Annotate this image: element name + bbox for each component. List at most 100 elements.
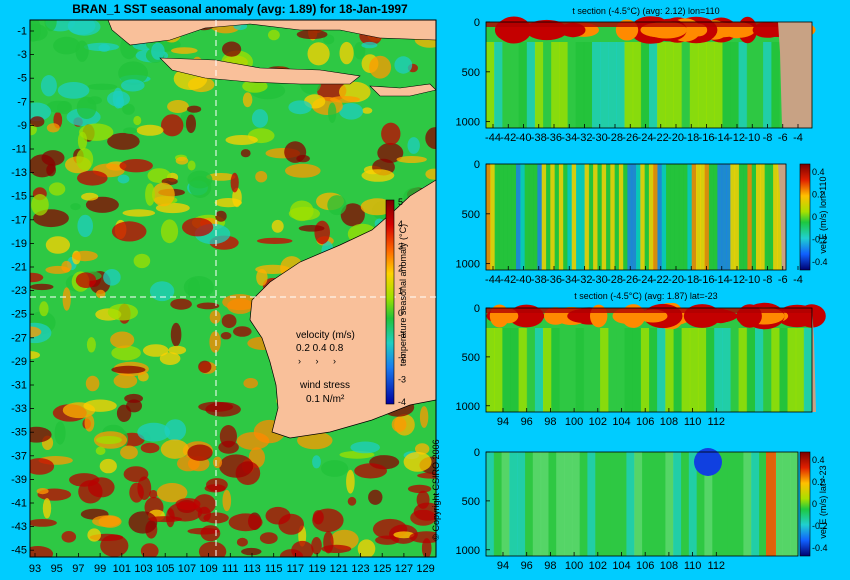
section-x-tick-label: -34 xyxy=(561,274,577,286)
section-x-tick-label: -36 xyxy=(546,274,562,286)
map-x-tick-label: 115 xyxy=(265,563,283,575)
map-y-tick-label: -31 xyxy=(11,380,27,392)
section-x-tick-label: 94 xyxy=(497,416,509,428)
section-y-tick-label: 1000 xyxy=(456,401,480,413)
section-x-tick-label: -24 xyxy=(638,132,654,144)
map-y-tick-label: -25 xyxy=(11,309,27,321)
section-colorbar-tick-label: 0.4 xyxy=(812,167,825,177)
section-x-tick-label: -14 xyxy=(714,132,730,144)
section-y-tick-label: 0 xyxy=(474,447,480,459)
section-y-tick-label: 500 xyxy=(462,209,480,221)
section-x-tick-label: 104 xyxy=(612,416,630,428)
section-y-tick-label: 0 xyxy=(474,159,480,171)
map-x-tick-label: 117 xyxy=(287,563,305,575)
section-x-tick-label: -42 xyxy=(500,274,516,286)
map-y-tick-label: -29 xyxy=(11,356,27,368)
map-x-tick-label: 129 xyxy=(416,563,434,575)
section-x-tick-label: 102 xyxy=(589,416,607,428)
map-y-tick-label: -33 xyxy=(11,403,27,415)
map-y-tick-label: -19 xyxy=(11,238,27,250)
map-colorbar-tick-label: -4 xyxy=(398,397,406,407)
velocity-label: velocity (m/s) xyxy=(296,330,355,341)
map-x-tick-label: 113 xyxy=(243,563,261,575)
section-y-tick-label: 0 xyxy=(474,17,480,29)
panel-3-title: t section (-4.5°C) (avg: 1.87) lat=-23 xyxy=(574,291,718,301)
section-y-tick-label: 0 xyxy=(474,303,480,315)
section-x-tick-label: 94 xyxy=(497,560,509,572)
section-y-tick-label: 500 xyxy=(462,496,480,508)
section-x-tick-label: -40 xyxy=(516,132,532,144)
section-colorbar-tick-label: 0 xyxy=(812,499,817,509)
map-colorbar-tick-label: -2 xyxy=(398,352,406,362)
section-x-tick-label: 108 xyxy=(660,560,678,572)
map-x-tick-label: 109 xyxy=(199,563,217,575)
section-colorbar xyxy=(799,451,811,557)
map-y-tick-label: -5 xyxy=(17,73,27,85)
section-colorbar-tick-label: 0 xyxy=(812,212,817,222)
section-x-tick-label: -24 xyxy=(638,274,654,286)
map-y-tick-label: -9 xyxy=(17,120,27,132)
section-x-tick-label: -16 xyxy=(699,132,715,144)
map-y-tick-label: -41 xyxy=(11,498,27,510)
section-x-tick-label: -20 xyxy=(668,132,684,144)
section-x-tick-label: -20 xyxy=(668,274,684,286)
section-x-tick-label: -4 xyxy=(793,132,803,144)
section-x-tick-label: 112 xyxy=(708,560,726,572)
map-y-tick-label: -15 xyxy=(11,191,27,203)
map-x-tick-label: 97 xyxy=(72,563,84,575)
section-x-tick-label: -8 xyxy=(763,132,773,144)
map-y-tick-label: -17 xyxy=(11,214,27,226)
section-colorbar-tick-label: -0.4 xyxy=(812,257,828,267)
section-colorbar-tick-label: 0.2 xyxy=(812,190,825,200)
section-colorbar-tick-label: 0.2 xyxy=(812,477,825,487)
section-y-tick-label: 1000 xyxy=(456,545,480,557)
map-colorbar-tick-label: 2 xyxy=(398,264,403,274)
map-colorbar-tick-label: -3 xyxy=(398,375,406,385)
velocity-scale: 0.2 0.4 0.8 xyxy=(296,343,344,354)
section-x-tick-label: -4 xyxy=(793,274,803,286)
section-x-tick-label: -30 xyxy=(592,132,608,144)
map-x-tick-label: 107 xyxy=(178,563,196,575)
section-colorbar-tick-label: -0.2 xyxy=(812,235,828,245)
section-x-tick-label: -18 xyxy=(683,132,699,144)
map-x-tick-label: 119 xyxy=(308,563,326,575)
map-y-tick-label: -23 xyxy=(11,285,27,297)
section-x-tick-label: 96 xyxy=(521,416,533,428)
map-title: BRAN_1 SST seasonal anomaly (avg: 1.89) … xyxy=(72,2,408,16)
section-colorbar-tick-label: -0.4 xyxy=(812,543,828,553)
map-y-tick-label: -13 xyxy=(11,167,27,179)
map-x-tick-label: 125 xyxy=(373,563,391,575)
section-x-tick-label: 104 xyxy=(612,560,630,572)
map-x-tick-label: 127 xyxy=(395,563,413,575)
map-y-tick-label: -39 xyxy=(11,474,27,486)
map-colorbar-tick-label: -1 xyxy=(398,330,406,340)
map-colorbar-tick-label: 5 xyxy=(398,197,403,207)
section-y-tick-label: 1000 xyxy=(456,259,480,271)
section-x-tick-label: 112 xyxy=(708,416,726,428)
map-y-tick-label: -1 xyxy=(17,26,27,38)
section-x-tick-label: -14 xyxy=(714,274,730,286)
section-x-tick-label: 102 xyxy=(589,560,607,572)
section-y-tick-label: 500 xyxy=(462,352,480,364)
section-x-tick-label: -34 xyxy=(561,132,577,144)
section-x-tick-label: -44 xyxy=(485,274,501,286)
section-x-tick-label: -22 xyxy=(653,132,669,144)
section-x-tick-label: -40 xyxy=(516,274,532,286)
map-y-tick-label: -27 xyxy=(11,332,27,344)
section-x-tick-label: -38 xyxy=(531,132,547,144)
map-colorbar-tick-label: 4 xyxy=(398,219,403,229)
map-y-tick-label: -43 xyxy=(11,521,27,533)
map-y-tick-label: -37 xyxy=(11,450,27,462)
panel-1-title: t section (-4.5°C) (avg: 2.12) lon=110 xyxy=(572,6,720,16)
section-x-tick-label: -18 xyxy=(683,274,699,286)
section-x-tick-label: 100 xyxy=(565,416,583,428)
section-x-tick-label: -6 xyxy=(778,274,788,286)
map-x-tick-label: 99 xyxy=(94,563,106,575)
section-x-tick-label: -6 xyxy=(778,132,788,144)
section-x-tick-label: -28 xyxy=(607,274,623,286)
section-colorbar xyxy=(799,163,811,271)
section-land xyxy=(812,308,816,412)
section-x-tick-label: -22 xyxy=(653,274,669,286)
map-y-tick-label: -45 xyxy=(11,545,27,557)
